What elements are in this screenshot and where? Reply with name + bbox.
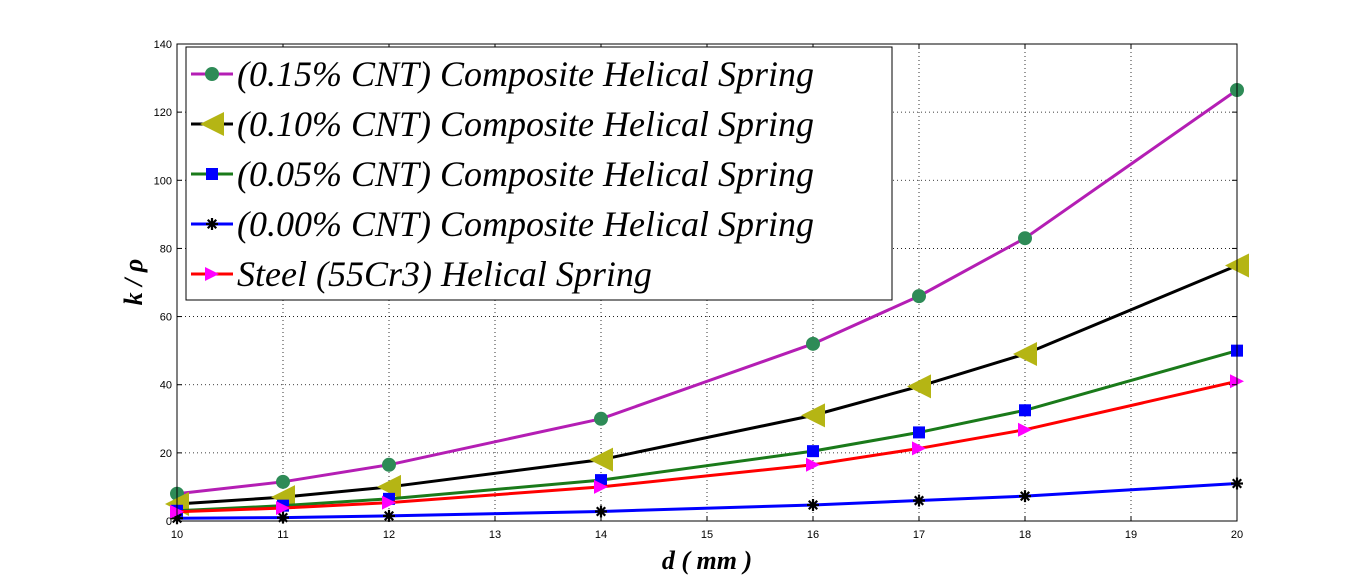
data-point xyxy=(276,501,290,516)
ticks: 10 11 12 13 14 15 16 17 18 19 20 0 20 40 60 80 100 120 140 xyxy=(154,39,1243,541)
y-tick-label: 60 xyxy=(160,312,172,324)
star-stroke xyxy=(595,506,607,517)
x-tick-label: 13 xyxy=(489,529,501,541)
data-point xyxy=(913,426,925,439)
legend-label: (0.00% CNT) Composite Helical Spring xyxy=(237,204,814,244)
data-point xyxy=(276,474,290,489)
x-tick-label: 19 xyxy=(1125,529,1137,541)
y-tick-label: 100 xyxy=(154,175,172,187)
data-point xyxy=(382,495,396,510)
data-point xyxy=(801,403,825,428)
legend-label: (0.15% CNT) Composite Helical Spring xyxy=(237,54,814,94)
x-tick-label: 10 xyxy=(171,529,183,541)
data-point xyxy=(913,494,925,507)
data-point xyxy=(1018,231,1032,246)
series-1 xyxy=(165,253,1249,516)
series-line xyxy=(176,482,1238,520)
legend-item: (0.05% CNT) Composite Helical Spring xyxy=(191,154,814,194)
star-stroke xyxy=(206,218,218,230)
legend-marker xyxy=(206,168,218,180)
y-tick-label: 80 xyxy=(160,243,172,255)
data-point xyxy=(912,441,926,456)
data-point xyxy=(1019,404,1031,417)
y-tick-label: 40 xyxy=(160,380,172,392)
x-tick-label: 17 xyxy=(913,529,925,541)
legend-item: (0.00% CNT) Composite Helical Spring xyxy=(191,204,814,244)
y-axis-label: k / ρ xyxy=(119,259,148,306)
y-tick-label: 120 xyxy=(154,107,172,119)
x-axis-label: d ( mm ) xyxy=(662,546,752,575)
series-line xyxy=(176,349,1238,513)
legend-item: (0.15% CNT) Composite Helical Spring xyxy=(191,54,814,94)
data-point xyxy=(1019,490,1031,503)
data-point xyxy=(806,336,820,351)
series-3 xyxy=(171,477,1243,525)
legend-marker xyxy=(205,67,219,81)
legend-label: (0.10% CNT) Composite Helical Spring xyxy=(237,104,814,144)
data-point xyxy=(595,505,607,518)
data-point xyxy=(589,447,613,472)
x-tick-label: 18 xyxy=(1019,529,1031,541)
legend-marker xyxy=(205,267,219,281)
data-point xyxy=(382,457,396,472)
x-tick-label: 14 xyxy=(595,529,607,541)
legend-marker xyxy=(206,218,218,230)
legend-marker xyxy=(200,112,224,136)
legend-item: Steel (55Cr3) Helical Spring xyxy=(191,254,652,294)
y-tick-label: 20 xyxy=(160,448,172,460)
star-stroke xyxy=(913,495,925,506)
data-point xyxy=(594,479,608,494)
data-point xyxy=(806,457,820,472)
data-point xyxy=(1018,422,1032,437)
data-point xyxy=(594,411,608,426)
data-point xyxy=(807,445,819,458)
legend: (0.15% CNT) Composite Helical Spring (0.1… xyxy=(185,46,893,301)
legend-label: Steel (55Cr3) Helical Spring xyxy=(237,254,652,294)
x-tick-label: 20 xyxy=(1231,529,1243,541)
series-line xyxy=(176,264,1238,506)
data-point xyxy=(807,498,819,511)
legend-item: (0.10% CNT) Composite Helical Spring xyxy=(191,104,814,144)
y-tick-label: 0 xyxy=(166,516,172,528)
star-stroke xyxy=(807,499,819,511)
legend-label: (0.05% CNT) Composite Helical Spring xyxy=(237,154,814,194)
y-tick-label: 140 xyxy=(154,39,172,51)
star-stroke xyxy=(1019,491,1031,502)
legend-box xyxy=(185,46,893,301)
star-stroke xyxy=(383,510,395,521)
series-line xyxy=(176,88,1238,496)
series-layer xyxy=(165,82,1249,525)
data-point xyxy=(912,289,926,304)
series-0 xyxy=(170,82,1244,501)
x-tick-label: 15 xyxy=(701,529,713,541)
x-tick-label: 12 xyxy=(383,529,395,541)
x-tick-label: 16 xyxy=(807,529,819,541)
series-line xyxy=(176,379,1238,514)
x-tick-label: 11 xyxy=(277,529,288,541)
data-point xyxy=(907,374,931,399)
data-point xyxy=(1013,342,1037,367)
